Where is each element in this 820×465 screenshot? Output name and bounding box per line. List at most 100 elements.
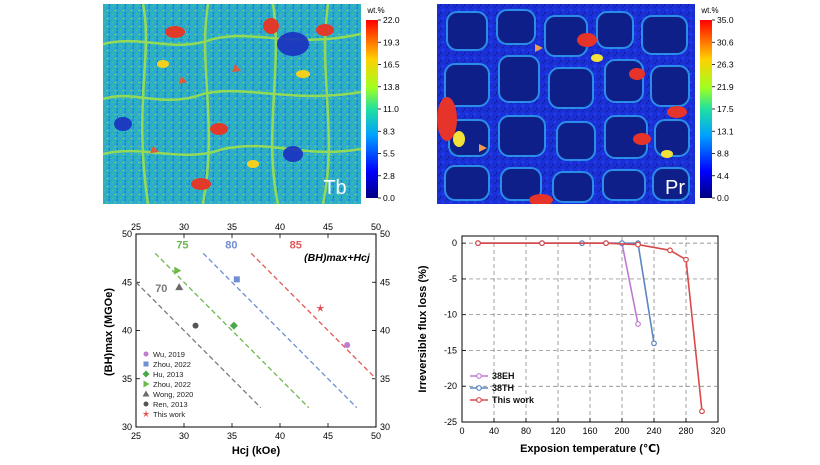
flux-x-tick: 320 bbox=[710, 426, 725, 436]
scatter-panel: 25 25 30 30 35 35 40 40 45 45 50 50 30 30 35 35 40 40 45 45… bbox=[100, 214, 400, 460]
tb-scale-label: 13.8 bbox=[383, 82, 400, 92]
flux-x-tick: 200 bbox=[614, 426, 629, 436]
scatter-point bbox=[175, 283, 184, 291]
scatter-y-label: (BH)max (MGOe) bbox=[103, 288, 115, 376]
scatter-x-tick-bottom: 50 bbox=[371, 431, 381, 441]
scatter-y-tick-left: 45 bbox=[122, 277, 132, 287]
scatter-legend-item: Zhou, 2022 bbox=[153, 380, 191, 389]
flux-x-tick: 280 bbox=[678, 426, 693, 436]
tb-scale-label: 16.5 bbox=[383, 60, 400, 70]
scatter-y-tick-right: 45 bbox=[380, 277, 390, 287]
flux-loss-chart: 0 40 80 120 160 200 240 280 320 0 -5 -10 -15 -20 -25 3… bbox=[417, 235, 726, 455]
scatter-legend-item: Zhou, 2022 bbox=[153, 360, 191, 369]
flux-series-point bbox=[651, 340, 657, 347]
legend-marker bbox=[143, 380, 150, 388]
iso-line-70 bbox=[135, 281, 262, 409]
flux-panel: 0 40 80 120 160 200 240 280 320 0 -5 -10 -15 -20 -25 3… bbox=[412, 228, 732, 460]
scatter-y-tick-right: 40 bbox=[380, 326, 390, 336]
scatter-x-tick-top: 30 bbox=[179, 222, 189, 232]
legend-marker bbox=[143, 361, 149, 367]
scatter-x-tick-bottom: 30 bbox=[179, 431, 189, 441]
tb-scale-label: 19.3 bbox=[383, 37, 400, 47]
tb-scale-label: 0.0 bbox=[383, 193, 395, 203]
pr-scale-label: 26.3 bbox=[717, 60, 734, 70]
scatter-point bbox=[316, 303, 325, 312]
pr-map: Pr wt.% 35.0 30.6 26.3 21.9 17.5 13.1 8.8 4.4 0.… bbox=[437, 4, 734, 206]
flux-y-tick: -20 bbox=[444, 381, 457, 391]
flux-series-point bbox=[683, 256, 689, 263]
pr-colorbar: wt.% 35.0 30.6 26.3 21.9 17.5 13.1 8.8 4.4 0.0 bbox=[700, 6, 734, 203]
flux-y-label: Irreversible flux loss (%) bbox=[417, 265, 429, 392]
pr-unit-label: wt.% bbox=[700, 6, 718, 15]
flux-series-point bbox=[603, 240, 609, 247]
scatter-x-tick-top: 50 bbox=[371, 222, 381, 232]
flux-series-point bbox=[539, 240, 545, 247]
scatter-legend-item: Hu, 2013 bbox=[153, 370, 183, 379]
scatter-y-tick-left: 50 bbox=[122, 229, 132, 239]
tb-unit-label: wt.% bbox=[366, 6, 384, 15]
legend-marker bbox=[143, 401, 149, 407]
scatter-y-tick-left: 35 bbox=[122, 374, 132, 384]
scatter-y-tick-right: 35 bbox=[380, 374, 390, 384]
pr-scale-label: 35.0 bbox=[717, 15, 734, 25]
tb-scale-label: 11.0 bbox=[383, 104, 399, 114]
scatter-x-tick-bottom: 45 bbox=[323, 431, 333, 441]
pr-map-panel: Pr wt.% 35.0 30.6 26.3 21.9 17.5 13.1 8.8 4.4 0.… bbox=[437, 4, 747, 206]
tb-map: Tb wt.% 22.0 19.3 16.5 13.8 11.0 8.3 5.5 2.8 0.0 bbox=[102, 3, 400, 205]
tb-scale-label: 5.5 bbox=[383, 149, 395, 159]
flux-x-tick: 240 bbox=[646, 426, 661, 436]
pr-element-label: Pr bbox=[665, 177, 685, 199]
scatter-x-tick-bottom: 25 bbox=[131, 431, 141, 441]
flux-x-tick: 0 bbox=[459, 426, 464, 436]
scatter-x-label: Hcj (kOe) bbox=[232, 445, 281, 457]
flux-series-point bbox=[475, 240, 481, 247]
scatter-x-tick-top: 35 bbox=[227, 222, 237, 232]
tb-colorbar: wt.% 22.0 19.3 16.5 13.8 11.0 8.3 5.5 2.8 0.0 bbox=[366, 6, 400, 203]
scatter-x-tick-top: 45 bbox=[323, 222, 333, 232]
tb-image: Tb bbox=[102, 3, 362, 205]
iso-line-80 bbox=[202, 252, 358, 409]
flux-series-point bbox=[699, 408, 705, 415]
scatter-x-tick-top: 25 bbox=[131, 222, 141, 232]
legend-marker bbox=[143, 351, 149, 357]
pr-scale-label: 17.5 bbox=[717, 104, 734, 114]
legend-marker bbox=[142, 410, 150, 418]
scatter-y-tick-right: 30 bbox=[380, 422, 390, 432]
legend-marker bbox=[142, 370, 150, 378]
pr-scale-label: 0.0 bbox=[717, 193, 729, 203]
iso-line-75 bbox=[154, 252, 310, 409]
flux-series-point bbox=[635, 241, 641, 248]
pr-scale-label: 4.4 bbox=[717, 171, 729, 181]
flux-x-label: Exposion temperature (℃) bbox=[520, 443, 660, 455]
pr-scale-label: 13.1 bbox=[717, 126, 734, 136]
pr-scale-label: 8.8 bbox=[717, 149, 729, 159]
scatter-x-tick-top: 40 bbox=[275, 222, 285, 232]
scatter-legend-item: Wu, 2019 bbox=[153, 350, 185, 359]
scatter-legend-item: Ren, 2013 bbox=[153, 400, 188, 409]
scatter-legend-item: This work bbox=[153, 410, 185, 419]
iso-line-label: 75 bbox=[176, 239, 188, 251]
flux-x-tick: 160 bbox=[582, 426, 597, 436]
pr-image: Pr bbox=[437, 4, 695, 206]
scatter-point bbox=[344, 341, 351, 348]
flux-x-tick: 40 bbox=[489, 426, 499, 436]
scatter-plot-frame bbox=[135, 233, 377, 428]
sum-annotation: (BH)max+Hcj bbox=[304, 252, 371, 264]
flux-y-tick: 0 bbox=[452, 238, 457, 248]
flux-y-tick: -5 bbox=[449, 274, 457, 284]
iso-line-label: 70 bbox=[155, 283, 167, 295]
scatter-y-tick-right: 50 bbox=[380, 229, 390, 239]
flux-y-tick: -10 bbox=[444, 310, 457, 320]
scatter-y-tick-left: 40 bbox=[122, 326, 132, 336]
iso-line-label: 80 bbox=[225, 239, 237, 251]
scatter-legend-item: Wong, 2020 bbox=[153, 390, 193, 399]
scatter-point bbox=[229, 321, 238, 330]
flux-legend-item: 38TH bbox=[492, 383, 514, 393]
pr-scale-label: 21.9 bbox=[717, 82, 734, 92]
scatter-point bbox=[192, 322, 199, 329]
flux-series-point bbox=[667, 247, 673, 254]
scatter-point bbox=[233, 276, 240, 283]
tb-scale-label: 8.3 bbox=[383, 126, 395, 136]
iso-line-label: 85 bbox=[290, 239, 302, 251]
